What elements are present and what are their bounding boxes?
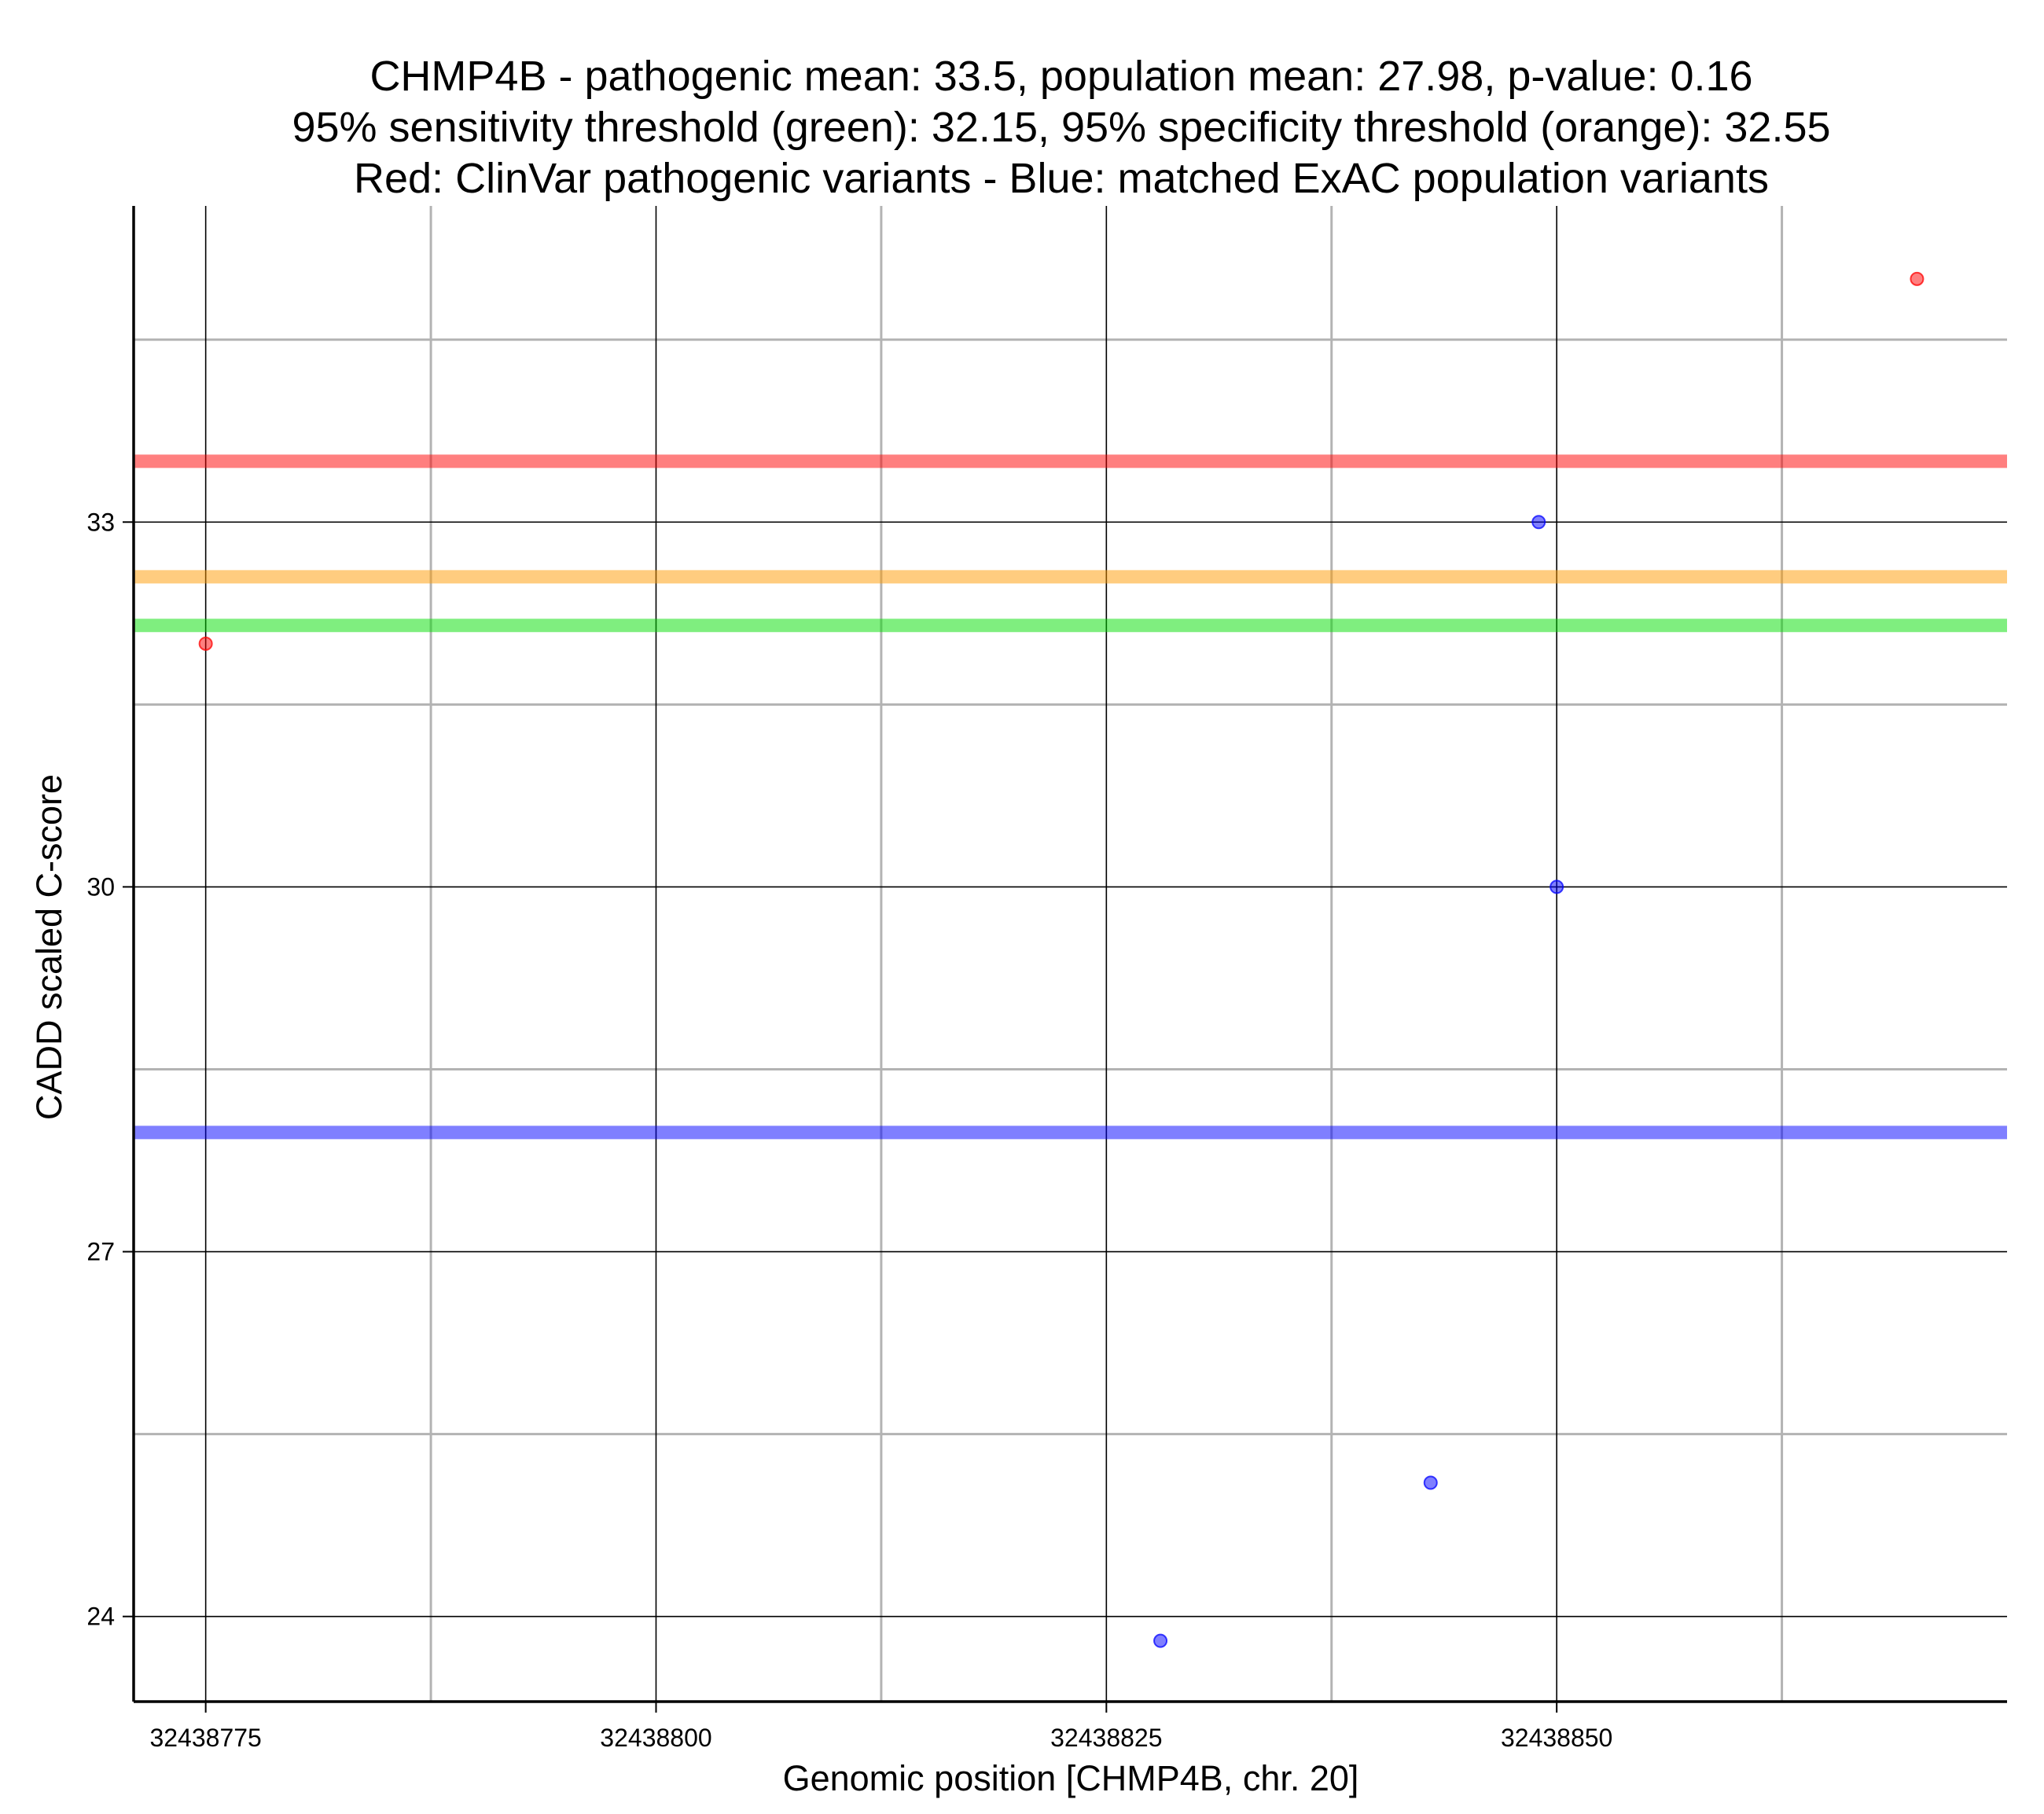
y-tick-label: 30 [86,872,115,901]
title-line-2: 95% sensitivity threshold (green): 32.15… [292,104,1830,151]
major-gridlines [134,206,2007,1702]
x-tick-label: 32438825 [1050,1724,1162,1752]
data-point [1153,1633,1168,1648]
x-tick-label: 32438800 [600,1724,711,1752]
y-tick-labels: 24 27 30 33 [86,508,115,1630]
x-axis-title: Genomic position [CHMP4B, chr. 20] [783,1758,1359,1798]
data-point [1550,879,1564,894]
y-tick-label: 33 [86,508,115,536]
y-tick-label: 27 [86,1238,115,1266]
axes [123,206,2007,1713]
data-point [1423,1475,1438,1490]
minor-gridlines [134,206,2007,1702]
reference-lines [134,454,2007,1140]
y-tick-label: 24 [86,1603,115,1631]
data-point [1531,515,1546,530]
data-points [198,271,1925,1648]
x-tick-label: 32438850 [1501,1724,1612,1752]
chart-title: CHMP4B - pathogenic mean: 33.5, populati… [292,53,1830,202]
data-point [198,636,213,651]
x-tick-labels: 32438775 32438800 32438825 32438850 [149,1724,1612,1752]
title-line-1: CHMP4B - pathogenic mean: 33.5, populati… [369,53,1752,100]
title-line-3: Red: ClinVar pathogenic variants - Blue:… [354,155,1769,202]
x-tick-label: 32438775 [149,1724,261,1752]
y-axis-title: CADD scaled C-score [29,774,69,1120]
data-point [1910,271,1925,286]
